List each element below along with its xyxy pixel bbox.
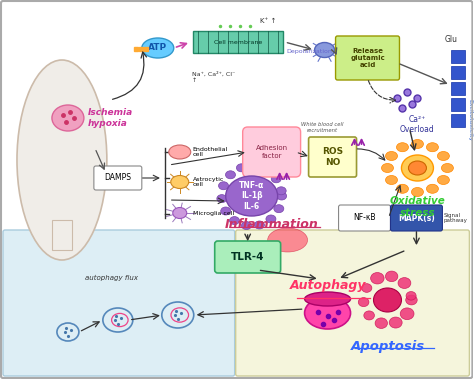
Ellipse shape (52, 105, 84, 131)
Ellipse shape (305, 297, 351, 329)
Ellipse shape (411, 139, 423, 149)
Ellipse shape (274, 205, 284, 213)
Text: TNF-α
IL-1β
IL-6: TNF-α IL-1β IL-6 (239, 181, 264, 211)
Text: NF-κB: NF-κB (353, 213, 376, 222)
Ellipse shape (268, 228, 308, 252)
Ellipse shape (385, 152, 398, 160)
Ellipse shape (226, 176, 278, 216)
Text: Cell membrane: Cell membrane (214, 39, 262, 44)
Ellipse shape (406, 295, 417, 305)
Text: Na⁺, Ca²⁺, Cl⁻
↑: Na⁺, Ca²⁺, Cl⁻ ↑ (192, 72, 235, 83)
FancyBboxPatch shape (338, 205, 391, 231)
Ellipse shape (382, 163, 393, 172)
Bar (451, 50, 465, 63)
Ellipse shape (315, 42, 335, 58)
Bar (451, 98, 465, 111)
Ellipse shape (173, 207, 187, 219)
Ellipse shape (276, 187, 286, 195)
Ellipse shape (427, 143, 438, 152)
Text: Oxidative
stress: Oxidative stress (390, 196, 446, 218)
FancyBboxPatch shape (215, 241, 281, 273)
Ellipse shape (362, 283, 372, 292)
Text: Adhesion
factor: Adhesion factor (255, 146, 288, 158)
Bar (52, 220, 72, 250)
Ellipse shape (226, 171, 236, 179)
Ellipse shape (385, 271, 398, 282)
Ellipse shape (255, 221, 264, 229)
Ellipse shape (262, 166, 272, 174)
Text: K⁺ ↑: K⁺ ↑ (260, 18, 276, 24)
FancyBboxPatch shape (94, 166, 142, 190)
Text: Apoptosis: Apoptosis (350, 340, 425, 353)
Ellipse shape (277, 192, 287, 200)
Text: Ischemia
hypoxia: Ischemia hypoxia (88, 108, 133, 128)
Ellipse shape (389, 317, 402, 328)
Ellipse shape (219, 182, 228, 190)
Ellipse shape (17, 60, 107, 260)
Text: Glu: Glu (445, 35, 458, 44)
Ellipse shape (400, 308, 414, 319)
Text: Depolarization: Depolarization (287, 50, 332, 55)
Ellipse shape (411, 188, 423, 196)
Bar (451, 66, 465, 79)
Ellipse shape (438, 175, 449, 185)
Ellipse shape (401, 155, 433, 181)
Ellipse shape (266, 215, 276, 223)
Ellipse shape (371, 273, 384, 284)
Text: Inflammation: Inflammation (225, 218, 319, 230)
FancyBboxPatch shape (3, 230, 235, 376)
FancyBboxPatch shape (243, 127, 301, 177)
Ellipse shape (441, 163, 454, 172)
Bar (193, 31, 283, 53)
Text: Astrocytic
cell: Astrocytic cell (193, 177, 224, 187)
Ellipse shape (398, 277, 411, 288)
Ellipse shape (241, 222, 252, 230)
Text: ROS
NO: ROS NO (322, 147, 343, 167)
Ellipse shape (169, 145, 191, 159)
Ellipse shape (249, 162, 259, 170)
Bar (451, 82, 465, 95)
Ellipse shape (396, 143, 409, 152)
Text: Signal
pathway: Signal pathway (443, 213, 467, 223)
Ellipse shape (221, 207, 231, 215)
Ellipse shape (142, 38, 174, 58)
Ellipse shape (427, 184, 438, 193)
Text: ATP: ATP (148, 44, 167, 53)
Ellipse shape (374, 288, 401, 312)
Text: Ca²⁺
Overload: Ca²⁺ Overload (400, 115, 435, 135)
Ellipse shape (171, 175, 189, 188)
FancyBboxPatch shape (236, 230, 469, 376)
Ellipse shape (229, 216, 239, 225)
Text: TLR-4: TLR-4 (231, 252, 264, 262)
Ellipse shape (364, 311, 374, 320)
Ellipse shape (409, 161, 427, 175)
Ellipse shape (305, 292, 351, 306)
FancyBboxPatch shape (391, 205, 442, 231)
Text: Autophagy: Autophagy (289, 279, 366, 291)
Text: White blood cell
recruitment: White blood cell recruitment (301, 122, 344, 133)
Text: Release
glutamic
acid: Release glutamic acid (350, 48, 385, 68)
FancyBboxPatch shape (336, 36, 400, 80)
Ellipse shape (385, 175, 398, 185)
Ellipse shape (396, 184, 409, 193)
Ellipse shape (375, 318, 387, 329)
Ellipse shape (358, 298, 369, 307)
Ellipse shape (438, 152, 449, 160)
Ellipse shape (217, 194, 227, 203)
Ellipse shape (271, 175, 281, 183)
Text: autophagy flux: autophagy flux (85, 275, 138, 281)
Text: Microglia cell: Microglia cell (193, 210, 234, 216)
Text: MAPK(s): MAPK(s) (398, 213, 435, 222)
Ellipse shape (406, 291, 416, 300)
FancyBboxPatch shape (309, 137, 356, 177)
Text: Endothelial
cell: Endothelial cell (193, 147, 228, 157)
Bar (451, 114, 465, 127)
Text: DAMPS: DAMPS (104, 174, 131, 183)
Ellipse shape (237, 164, 246, 172)
Text: Excitotoxicity: Excitotoxicity (467, 99, 472, 141)
